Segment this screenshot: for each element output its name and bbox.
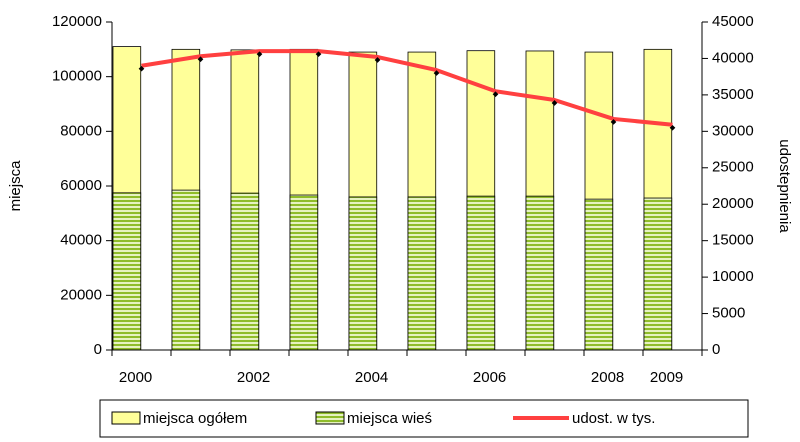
x-tick-label: 2006 [473,369,506,386]
x-tick-label: 2004 [355,369,388,386]
bar [466,195,496,351]
legend-swatch [315,411,345,425]
line-marker [669,124,676,131]
legend-label: miejsca wieś [347,410,432,427]
bar [112,192,142,351]
bar [289,194,319,351]
line-marker [551,100,558,106]
y-tick-label: 0 [94,341,102,358]
legend-label: udost. w tys. [572,410,655,427]
legend-label: miejsca ogółem [143,410,247,427]
line-marker [492,91,499,98]
y-tick-label: 120000 [52,13,102,30]
y2-tick-label: 5000 [712,305,745,322]
y2-tick-label: 0 [712,341,720,358]
bar [525,195,555,351]
x-tick-label: 2000 [119,369,152,386]
x-tick-label: 2002 [237,369,270,386]
y2-tick-label: 20000 [712,195,754,212]
line-marker [610,119,617,125]
line-marker [138,65,145,72]
y2-tick-label: 40000 [712,49,754,66]
bar [407,196,437,351]
y-tick-label: 40000 [60,232,102,249]
y2-tick-label: 10000 [712,268,754,285]
bar [348,196,378,351]
x-tick-label: 2008 [591,369,624,386]
y-tick-label: 80000 [60,122,102,139]
y2-tick-label: 25000 [712,159,754,176]
bar [643,197,673,351]
line [141,49,673,127]
bar [584,198,614,351]
bar [230,192,260,351]
y-tick-label: 60000 [60,177,102,194]
y-tick-label: 100000 [52,68,102,85]
y2-tick-label: 15000 [712,232,754,249]
line-marker [433,70,440,76]
legend-box [99,399,749,438]
x-tick-label: 2009 [650,369,683,386]
y2-tick-label: 30000 [712,122,754,139]
bar [171,189,201,351]
y-tick-label: 20000 [60,286,102,303]
y2-axis-label: udostepnienia [776,139,793,233]
y-axis-label: miejsca [7,160,24,212]
y2-tick-label: 35000 [712,86,754,103]
y2-tick-label: 45000 [712,13,754,30]
legend-swatch [111,411,141,425]
